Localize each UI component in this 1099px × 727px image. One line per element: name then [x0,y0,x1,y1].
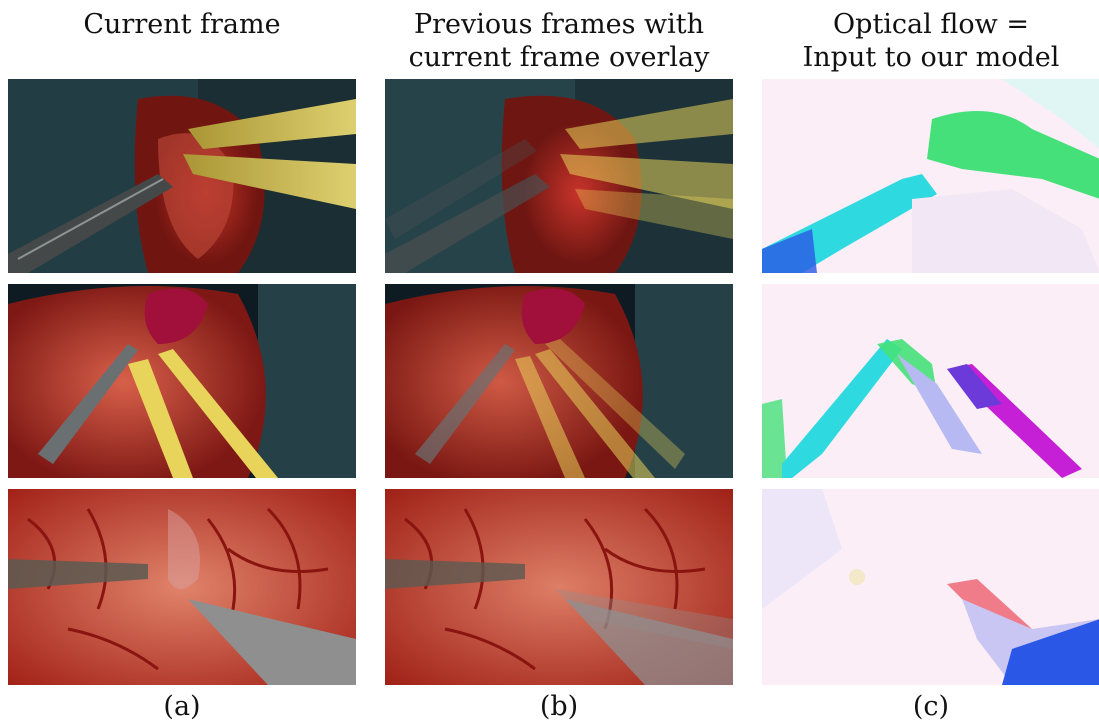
column-c-caption: (c) [912,691,950,722]
surgery-frame-row1-current [8,79,356,273]
surgery-frame-row2-current [8,284,356,478]
surgery-frame-row2-overlay [385,284,733,478]
surgery-frame-row1-overlay [385,79,733,273]
column-a-caption: (a) [163,691,201,722]
column-b-header: Previous frames with current frame overl… [385,8,733,74]
optical-flow-row2 [762,284,1099,478]
surgery-frame-row3-current [8,489,356,685]
column-c-header-line-1: Optical flow = [833,9,1029,40]
column-a-header: Current frame [8,8,356,41]
column-b-caption: (b) [539,691,579,722]
column-c-header-line-2: Input to our model [802,42,1060,73]
column-a-header-line-1: Current frame [83,9,281,40]
surgery-frame-row3-overlay [385,489,733,685]
column-c-header: Optical flow = Input to our model [762,8,1099,74]
column-b-header-line-1: Previous frames with [413,9,705,40]
optical-flow-row1 [762,79,1099,273]
optical-flow-row3 [762,489,1099,685]
column-b-header-line-2: current frame overlay [408,42,710,73]
